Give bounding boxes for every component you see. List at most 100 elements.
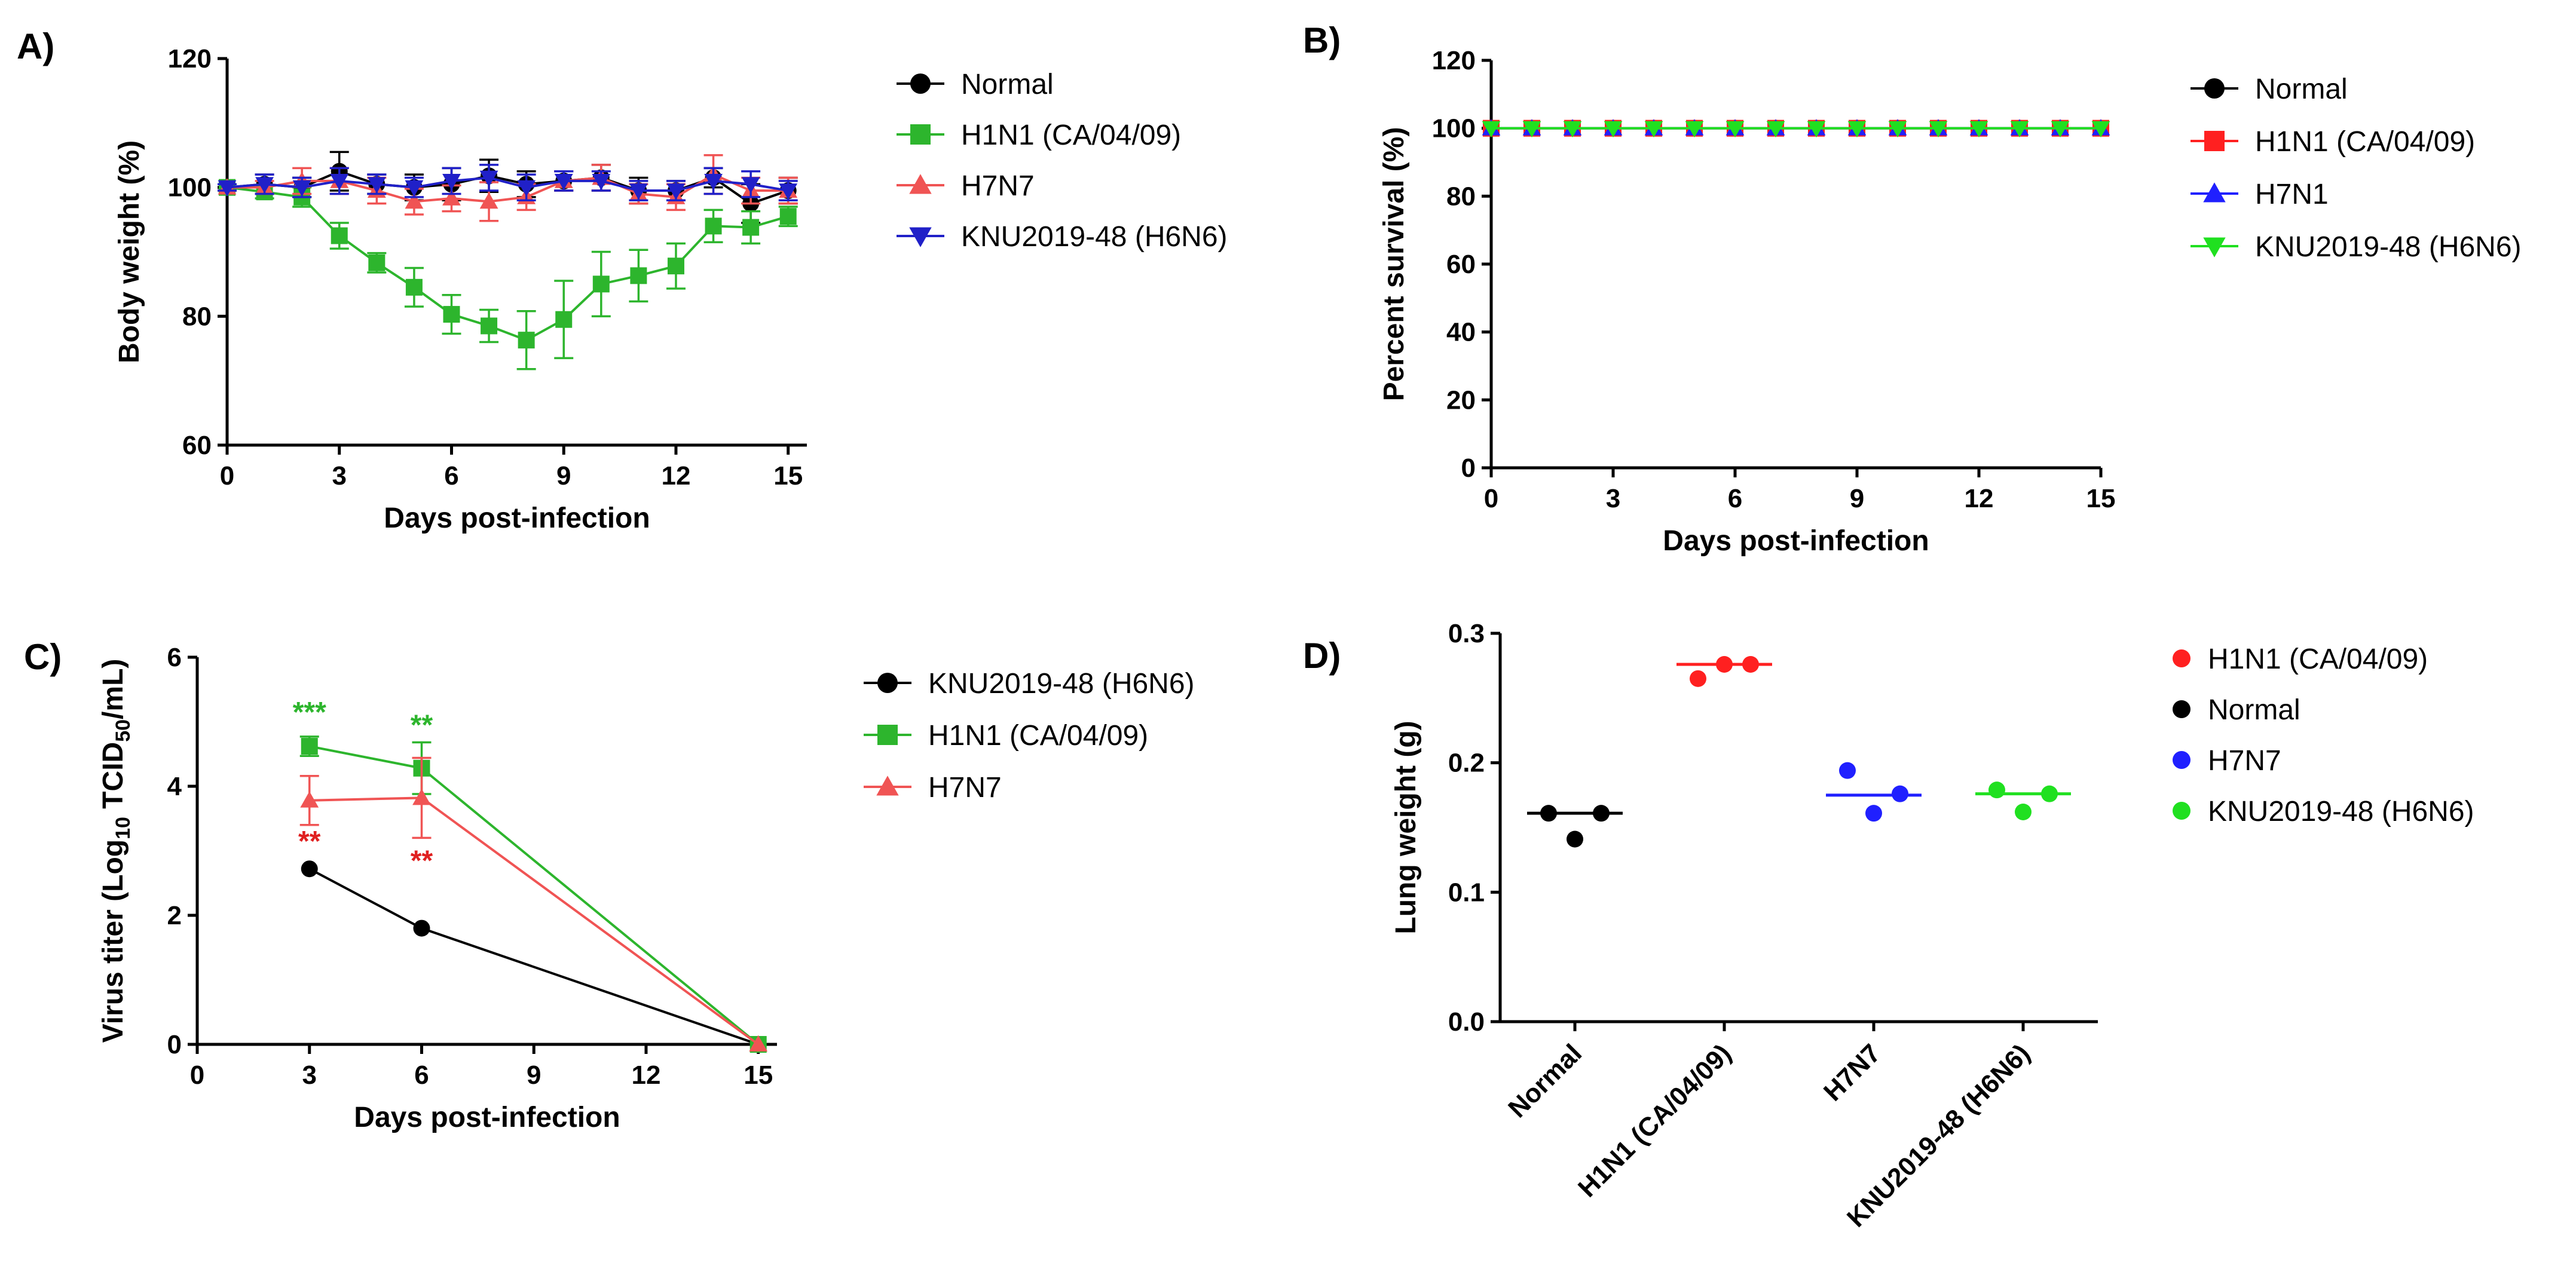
panel-d-y-tick-label: 0.1 [1448, 878, 1485, 907]
panel-a-legend-label: H1N1 (CA/04/09) [961, 119, 1181, 151]
panel-d-data-point [1865, 805, 1882, 822]
panel-a-data-point [479, 192, 498, 209]
panel-a-data-point [742, 219, 760, 236]
panel-a-data-point [255, 177, 274, 194]
panel-c-legend-marker [877, 725, 898, 745]
panel-d-data-point [1988, 781, 2005, 799]
panel-d-panel-label: D) [1303, 636, 1341, 676]
panel-a-y-tick-label: 100 [168, 173, 212, 203]
panel-a-y-tick-label: 80 [182, 302, 212, 331]
panel-a-data-point [517, 180, 536, 197]
panel-c-y-label-subscript: 50 [112, 719, 134, 742]
panel-b-legend-marker [2203, 237, 2226, 258]
panel-c-significance-mark: *** [293, 697, 326, 728]
panel-b-legend-marker [2204, 131, 2225, 151]
panel-d-data-point [2015, 804, 2032, 820]
panel-a-chart: A) 60 80 100 120 0 3 6 9 12 15 Days post-infection B… [17, 26, 1228, 534]
panel-a-panel-label: A) [17, 26, 54, 66]
panel-d-data-point [1839, 762, 1856, 779]
panel-c-y-label-text: Virus titer (Log [97, 839, 129, 1043]
panel-a-x-tick-label: 12 [661, 461, 690, 491]
panel-c-legend-marker [877, 673, 898, 693]
panel-a-data-point [779, 183, 798, 200]
panel-b-y-tick-label: 100 [1432, 114, 1476, 143]
panel-b-data-point [1482, 121, 1501, 138]
panel-a-data-point [405, 180, 424, 197]
panel-b-data-point [1726, 121, 1745, 138]
panel-d-legend-marker [2173, 649, 2190, 667]
panel-d-legend-label: KNU2019-48 (H6N6) [2208, 796, 2474, 827]
panel-a-data-point [666, 183, 686, 200]
panel-a-data-point [555, 311, 573, 328]
panel-a-series-line [227, 170, 789, 205]
panel-a-x-tick-label: 6 [444, 461, 458, 491]
panel-a-data-point [779, 208, 797, 225]
panel-d-legend-marker [2173, 802, 2190, 820]
panel-c-y-tick-label: 4 [167, 772, 182, 801]
panel-c-legend-label: H1N1 (CA/04/09) [928, 720, 1148, 752]
panel-b-legend-label: H7N1 [2255, 179, 2329, 210]
panel-c-y-label-text: /mL) [97, 659, 129, 719]
panel-c-significance-mark: ** [298, 826, 321, 857]
panel-d-y-tick-label: 0.0 [1448, 1007, 1485, 1037]
panel-c-x-tick-label: 6 [414, 1060, 429, 1090]
panel-c-data-point [301, 738, 318, 755]
panel-c-legend-label: KNU2019-48 (H6N6) [928, 668, 1195, 700]
panel-b-data-point [2010, 121, 2029, 138]
panel-a-y-label-text: Body weight (%) [114, 140, 145, 363]
panel-a-data-point [442, 189, 461, 206]
panel-a-data-point [667, 258, 684, 275]
panel-b-y-label-text: Percent survival (%) [1378, 127, 1410, 401]
panel-c-legend-label: H7N7 [928, 772, 1002, 804]
panel-a-data-point [367, 177, 386, 194]
panel-a-series-line [227, 186, 789, 342]
panel-c-y-tick-label: 2 [167, 901, 182, 930]
panel-a-data-point [592, 275, 610, 293]
panel-b-y-tick-label: 0 [1461, 453, 1476, 483]
panel-a-data-point [368, 254, 386, 271]
panel-b-data-point [2091, 121, 2110, 138]
panel-b-legend-marker [2203, 182, 2226, 203]
panel-b-data-point [2051, 121, 2070, 138]
panel-d-legend-label: H1N1 (CA/04/09) [2208, 643, 2428, 675]
panel-c-y-tick-label: 6 [167, 643, 182, 672]
panel-a-y-tick-label: 120 [168, 44, 212, 73]
panel-a-data-point [292, 180, 311, 197]
panel-d-x-tick-label: H7N7 [1818, 1038, 1886, 1107]
panel-b-data-point [1969, 121, 1988, 138]
panel-a-data-point [704, 173, 723, 191]
panel-d-data-point [1742, 656, 1759, 673]
panel-b-data-point [1604, 121, 1623, 138]
panel-c-data-point [413, 919, 430, 937]
panel-c-legend-marker [876, 776, 899, 796]
panel-b-x-tick-label: 12 [1965, 484, 1994, 513]
panel-a-data-point [330, 173, 349, 191]
panel-a-data-point [218, 180, 237, 197]
panel-a-data-point [481, 317, 498, 335]
panel-b-legend-label: H1N1 (CA/04/09) [2255, 126, 2475, 158]
panel-a-data-point [479, 170, 498, 187]
panel-c-series-line [309, 745, 759, 1046]
panel-d-y-tick-label: 0.3 [1448, 619, 1485, 648]
panel-a-legend-label: Normal [961, 69, 1054, 100]
panel-d-x-tick-label: Normal [1503, 1038, 1587, 1123]
panel-d-data-point [1567, 830, 1583, 848]
panel-a-y-tick-label: 60 [182, 431, 212, 460]
panel-a-data-point [405, 278, 423, 296]
panel-b-data-point [1888, 121, 1907, 138]
panel-c-x-tick-label: 9 [527, 1060, 541, 1090]
panel-a-x-tick-label: 3 [332, 461, 346, 491]
panel-b-x-tick-label: 3 [1606, 484, 1620, 513]
panel-c-panel-label: C) [24, 637, 62, 677]
panel-b-data-point [1847, 121, 1867, 138]
panel-a-x-tick-label: 15 [773, 461, 803, 491]
panel-b-y-tick-label: 40 [1446, 318, 1476, 347]
panel-a-x-tick-label: 0 [220, 461, 234, 491]
panel-d-data-point [1593, 805, 1610, 822]
panel-a-data-point [554, 173, 573, 191]
panel-b-x-tick-label: 9 [1850, 484, 1864, 513]
panel-c-y-axis-label: Virus titer (Log10 TCID50/mL) [97, 659, 134, 1043]
panel-c-significance-mark: ** [411, 710, 433, 741]
panel-b-data-point [1766, 121, 1785, 138]
